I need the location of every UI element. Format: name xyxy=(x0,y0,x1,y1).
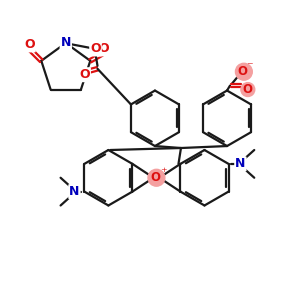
Text: N: N xyxy=(61,37,71,50)
Text: O: O xyxy=(79,68,90,81)
Text: O: O xyxy=(99,42,110,56)
Text: O: O xyxy=(150,171,161,184)
Text: O: O xyxy=(90,42,101,56)
Text: ⁺: ⁺ xyxy=(160,166,167,179)
Text: ⁻: ⁻ xyxy=(247,60,253,73)
Text: O: O xyxy=(237,65,247,78)
Text: O: O xyxy=(24,38,35,51)
Circle shape xyxy=(148,169,165,186)
Circle shape xyxy=(236,63,252,80)
Text: N: N xyxy=(235,158,246,170)
Circle shape xyxy=(241,82,255,97)
Text: O: O xyxy=(243,83,253,96)
Text: N: N xyxy=(69,185,80,198)
